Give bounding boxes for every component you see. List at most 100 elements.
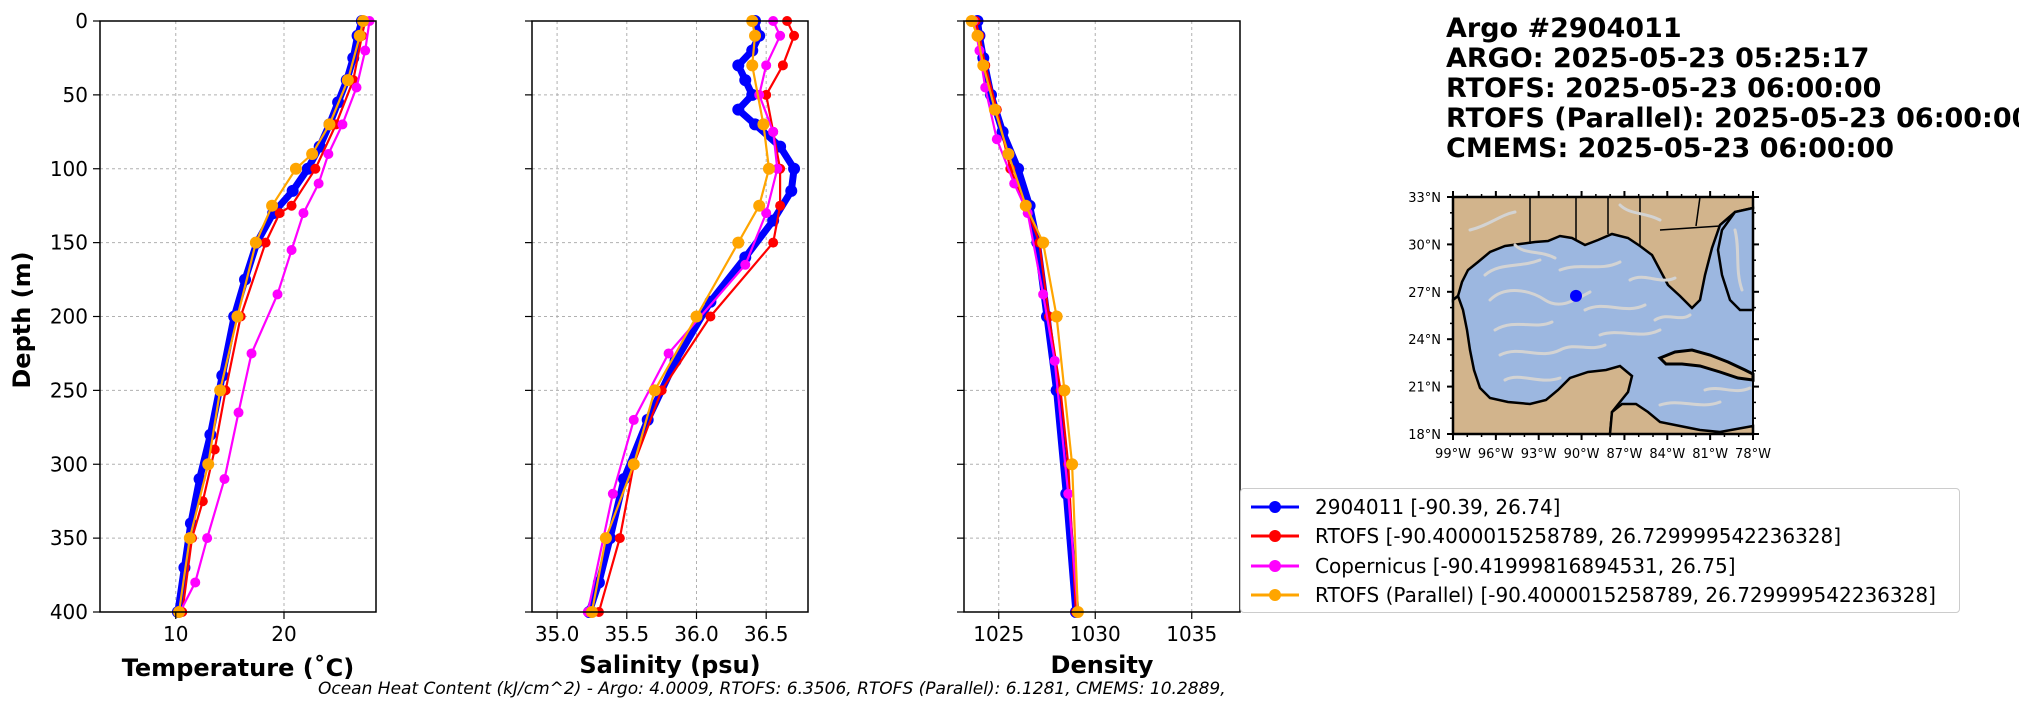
data-point-rtofs_parallel [249,236,262,249]
title-line-rtofs-parallel-time: RTOFS (Parallel): 2025-05-23 06:00:00 [1446,103,2019,134]
title-line-rtofs-time: RTOFS: 2025-05-23 06:00:00 [1446,73,1882,104]
data-point-copernicus [246,348,257,359]
data-point-rtofs_parallel [231,310,244,323]
data-point-copernicus [761,60,772,71]
map-x-tick-label: 78°W [1735,447,1771,462]
data-point-copernicus [272,289,283,300]
map-x-tick-label: 84°W [1649,447,1685,462]
data-point-copernicus [190,577,201,588]
map-x-tick-label: 99°W [1435,447,1471,462]
data-point-copernicus [360,45,371,56]
data-point-rtofs_parallel [323,118,336,131]
data-point-rtofs_parallel [690,310,703,323]
y-tick-label: 250 [50,378,88,402]
argo-location-marker [1570,289,1582,302]
legend-item-rtofs: RTOFS [-90.4000015258789, 26.72999954223… [1249,522,1841,550]
legend: 2904011 [-90.39, 26.74] RTOFS [-90.40000… [1240,488,1960,613]
data-point-rtofs_parallel [1019,199,1032,212]
data-point-rtofs [761,89,772,100]
data-point-copernicus [1063,488,1074,499]
legend-swatch-rtofs-parallel [1251,589,1299,601]
data-point-argo [732,59,745,72]
map-y-tick-label: 30°N [1408,238,1441,253]
data-point-copernicus [1049,355,1060,366]
y-tick-label: 100 [50,157,88,181]
map-x-tick-label: 93°W [1521,447,1557,462]
legend-swatch-rtofs [1251,530,1299,542]
legend-swatch-argo [1251,501,1299,513]
data-point-copernicus [628,414,639,425]
title-line-float: Argo #2904011 [1446,13,1682,44]
map-x-tick-label: 96°W [1478,447,1514,462]
data-point-rtofs_parallel [289,162,302,175]
data-point-copernicus [991,134,1002,145]
legend-swatch-copernicus [1251,560,1299,572]
density-panel: 1025 1030 1035 Density [957,15,1241,679]
data-point-rtofs_parallel [732,236,745,249]
data-point-argo [313,140,326,153]
data-point-rtofs_parallel [971,29,984,42]
data-point-copernicus [775,30,786,41]
map-ticks: 99°W 96°W 93°W 90°W 87°W 84°W 81°W 78°W 33°N 30°N… [1408,191,1771,462]
data-point-rtofs [260,237,271,248]
data-point-rtofs_parallel [353,29,366,42]
data-point-argo [301,162,314,175]
legend-label-rtofs-parallel: RTOFS (Parallel) [-90.4000015258789, 26.… [1315,583,1936,607]
x-tick-label: 1035 [1166,622,1217,646]
map-y-tick-label: 21°N [1408,381,1441,396]
data-point-copernicus [313,178,324,189]
legend-item-rtofs-parallel: RTOFS (Parallel) [-90.4000015258789, 26.… [1249,581,1936,609]
x-tick-label: 20 [271,622,296,646]
data-point-copernicus [286,245,297,256]
data-point-rtofs [789,30,800,41]
x-tick-label: 1030 [1070,622,1121,646]
temperature-panel: 0 50 100 150 200 250 300 350 400 10 20 Temperature … [50,9,377,682]
data-point-copernicus [337,119,348,130]
legend-item-copernicus: Copernicus [-90.41999816894531, 26.75] [1249,552,1736,580]
data-point-rtofs_parallel [599,532,612,545]
map-y-tick-label: 27°N [1408,286,1441,301]
x-tick-label: 36.0 [674,622,719,646]
map-land-mexico [1451,293,1634,436]
data-point-rtofs_parallel [202,458,215,471]
data-point-argo [746,44,759,57]
map-streamlines [1468,203,1752,407]
y-tick-label: 350 [50,526,88,550]
data-point-rtofs_parallel [749,29,762,42]
x-tick-label: 35.5 [605,622,650,646]
data-point-copernicus [740,259,751,270]
x-tick-label: 1025 [973,622,1024,646]
data-point-argo [785,184,798,197]
data-point-rtofs_parallel [214,384,227,397]
data-point-rtofs_parallel [1050,310,1063,323]
data-point-rtofs_parallel [1002,147,1015,160]
data-point-rtofs_parallel [1058,384,1071,397]
map-atlantic [1716,206,1755,312]
data-point-copernicus [1038,289,1049,300]
data-point-copernicus [772,163,783,174]
location-map: 99°W 96°W 93°W 90°W 87°W 84°W 81°W 78°W 33°N 30°N… [1408,191,1771,462]
legend-label-rtofs: RTOFS [-90.4000015258789, 26.72999954223… [1315,524,1842,548]
y-tick-label: 400 [50,600,88,624]
map-frame [1452,196,1754,435]
data-point-rtofs_parallel [753,199,766,212]
series-line-copernicus [586,20,782,613]
map-land-north [1451,195,1755,310]
data-point-rtofs [705,311,716,322]
map-y-tick-label: 18°N [1408,428,1441,443]
title-line-argo-time: ARGO: 2025-05-23 05:25:17 [1446,43,1870,74]
data-point-argo [193,473,206,486]
map-x-tick-label: 87°W [1606,447,1642,462]
data-point-rtofs_parallel [341,74,354,87]
data-point-argo [739,251,752,264]
data-point-copernicus [663,348,674,359]
data-point-argo [286,184,299,197]
map-x-tick-label: 90°W [1564,447,1600,462]
data-point-copernicus [607,488,618,499]
salinity-panel: 35.0 35.5 36.0 36.5 Salinity (psu) [525,15,809,679]
map-x-tick-label: 81°W [1692,447,1728,462]
figure-title: Argo #2904011 ARGO: 2025-05-23 05:25:17 … [1446,14,2019,164]
data-point-rtofs [775,200,786,211]
data-point-rtofs [209,444,220,455]
y-tick-label: 150 [50,231,88,255]
